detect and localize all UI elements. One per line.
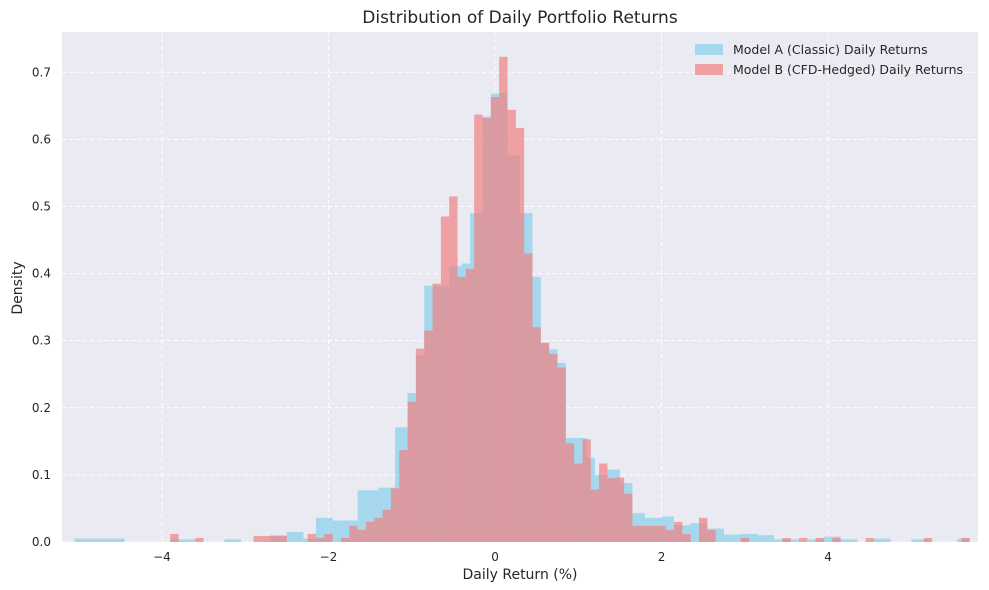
y-tick-label: 0.6 [32,132,51,146]
histogram-bar [324,533,333,542]
y-tick-label: 0.1 [32,468,51,482]
series-model-b [170,56,970,543]
histogram-bar [515,127,525,543]
histogram-bar [782,537,791,542]
legend: Model A (Classic) Daily Returns Model B … [695,42,963,77]
legend-swatch-model-b [695,64,723,75]
histogram-bar [365,521,375,542]
histogram-bar [640,525,650,542]
histogram-bar [270,535,287,542]
histogram-bar [357,529,366,542]
x-tick-label: 2 [658,550,666,564]
histogram-bar [832,537,841,542]
histogram-bar [99,538,112,542]
histogram-bar [961,537,970,542]
histogram-bar [499,56,508,542]
histogram-bar [74,538,87,542]
histogram-bar [873,538,891,542]
histogram-bar [286,531,304,542]
histogram-bar [182,539,196,542]
histogram-bar [474,114,483,542]
histogram-bar [815,537,824,542]
histogram-bar [540,342,550,542]
y-axis-label: Density [10,261,26,314]
histogram-bar [307,533,316,542]
x-axis-label: Daily Return (%) [462,567,577,583]
histogram-bar [724,534,741,542]
histogram-bar [407,401,416,542]
histogram-bar [707,529,716,542]
histogram-bar [465,268,475,542]
histogram-bars [74,56,970,543]
histogram-bar [699,517,708,542]
histogram-bar [195,537,204,542]
y-tick-label: 0.5 [32,199,51,213]
histogram-bar [86,538,100,542]
tick-labels: 0.0 0.1 0.2 0.3 0.4 0.5 0.6 0.7 −4 −2 0 2 4 [32,65,832,564]
histogram-bar [624,493,633,542]
histogram-bar [524,253,533,542]
histogram-bar [649,525,658,542]
histogram-bar [374,517,383,542]
histogram-bar [170,533,179,542]
chart-title: Distribution of Daily Portfolio Returns [362,8,678,28]
histogram-bar [415,348,425,542]
histogram-bar [507,109,516,542]
histogram-bar [532,327,541,542]
histogram-bar [565,443,575,542]
histogram-bar [382,509,391,542]
histogram-bar [798,537,808,542]
histogram-bar [632,525,641,542]
histogram-bar [740,537,749,542]
histogram-bar [923,537,933,542]
histogram-bar [665,529,675,542]
histogram-bar [840,539,858,542]
histogram-bar [449,196,458,542]
histogram-bar [590,489,600,542]
histogram-bar [757,535,774,542]
histogram-bar [315,537,325,542]
x-tick-label: −2 [320,550,338,564]
histogram-bar [682,533,691,542]
legend-label-model-a: Model A (Classic) Daily Returns [733,42,928,57]
histogram-bar [111,538,125,542]
y-tick-label: 0.4 [32,267,51,281]
histogram-bar [615,477,625,542]
x-tick-label: 0 [491,550,499,564]
histogram-bar [657,525,666,542]
histogram-bar [457,276,466,542]
histogram-bar [440,216,450,542]
histogram-bar [399,450,408,542]
histogram-bar [599,463,608,542]
y-tick-label: 0.3 [32,334,51,348]
histogram-bar [424,330,433,542]
histogram-bar [574,463,583,542]
legend-label-model-b: Model B (CFD-Hedged) Daily Returns [733,62,963,77]
histogram-bar [224,539,242,542]
legend-swatch-model-a [695,44,723,55]
histogram-bar [490,97,500,542]
histogram-bar [340,537,350,542]
histogram-bar [865,537,874,542]
x-tick-label: −4 [153,550,171,564]
y-tick-label: 0.0 [32,535,51,549]
histogram-bar [557,367,566,542]
y-tick-label: 0.2 [32,401,51,415]
histogram-bar [911,539,929,542]
x-tick-label: 4 [824,550,832,564]
histogram-bar [432,283,441,542]
histogram-bar [674,521,683,542]
histogram-bar [390,488,400,542]
histogram-bar [549,354,558,542]
histogram-bar [607,478,616,542]
y-tick-label: 0.7 [32,65,51,79]
histogram-bar [349,525,358,542]
histogram-bar [482,117,491,542]
histogram-bar [582,439,591,542]
histogram-bar [253,535,271,542]
